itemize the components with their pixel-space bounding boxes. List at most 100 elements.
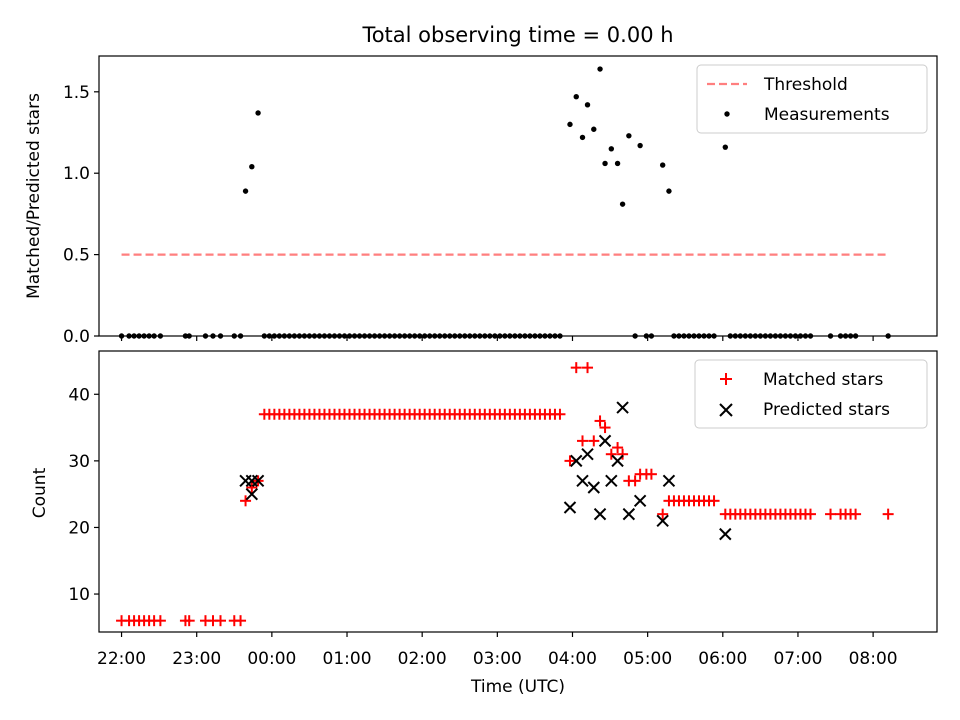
top-chart-title: Total observing time = 0.00 h (361, 23, 673, 47)
measurement-point (579, 134, 586, 141)
predicted-star-point (563, 501, 577, 514)
measurement-point (602, 160, 608, 167)
legend-threshold-label: Threshold (763, 75, 848, 95)
matched-star-point (645, 468, 657, 480)
matched-star-point (594, 415, 606, 427)
legend-matched-label: Matched stars (763, 370, 883, 390)
predicted-star-point (656, 514, 669, 528)
legend-matched-marker (720, 373, 732, 385)
top-plot-area (118, 66, 891, 339)
matched-star-point (708, 495, 720, 507)
top-axes-frame (98, 55, 938, 337)
x-tick-label: 03:00 (473, 649, 522, 669)
matched-star-point (570, 362, 582, 374)
x-tick-label: 08:00 (849, 649, 898, 669)
matched-star-point (577, 435, 589, 447)
bottom-plot-area (116, 362, 894, 627)
bottom-y-tick-label: 10 (68, 585, 90, 605)
x-tick-label: 06:00 (698, 649, 747, 669)
top-y-tick-label: 1.5 (63, 83, 90, 103)
matched-star-point (629, 475, 641, 487)
measurement-point (567, 121, 573, 128)
predicted-star-point (633, 494, 647, 508)
matched-star-point (882, 508, 894, 520)
measurement-point (666, 188, 672, 194)
x-tick-label: 23:00 (172, 649, 221, 669)
predicted-star-point (719, 527, 732, 541)
predicted-star-point (245, 487, 259, 501)
x-tick-label: 04:00 (548, 649, 597, 669)
matched-star-point (235, 615, 247, 627)
measurement-point (619, 201, 626, 207)
bottom-legend: Matched stars Predicted stars (694, 359, 928, 429)
measurement-point (614, 160, 621, 167)
predicted-star-point (593, 507, 607, 521)
predicted-star-point (587, 481, 600, 494)
measurement-point (249, 163, 255, 170)
matched-star-point (240, 495, 252, 507)
x-tick-label: 00:00 (247, 649, 296, 669)
measurement-point (573, 93, 579, 100)
matched-star-point (246, 482, 258, 494)
matched-star-point (612, 442, 624, 454)
bottom-y-tick-label: 30 (68, 452, 90, 472)
matched-star-point (605, 448, 617, 460)
matched-star-point (215, 615, 227, 627)
measurement-point (722, 144, 729, 150)
matched-star-point (617, 448, 629, 460)
legend-measurements-marker (724, 111, 730, 117)
measurement-point (591, 126, 597, 132)
predicted-star-point (576, 474, 589, 488)
measurement-point (584, 102, 591, 108)
bottom-y-axis-label: Count (30, 467, 50, 518)
top-y-axis-label: Matched/Predicted stars (24, 93, 44, 299)
top-legend: Threshold Measurements (696, 64, 928, 134)
x-tick-label: 07:00 (773, 649, 822, 669)
matched-star-point (588, 435, 600, 447)
matched-star-point (183, 615, 195, 627)
bottom-y-tick-label: 20 (68, 518, 90, 538)
measurement-point (255, 110, 261, 116)
matched-star-point (657, 508, 669, 520)
x-tick-label: 02:00 (398, 649, 447, 669)
bottom-legend-box (694, 359, 928, 429)
predicted-star-point (598, 434, 612, 448)
x-tick-label: 01:00 (323, 649, 372, 669)
matched-star-point (850, 508, 862, 520)
predicted-star-point (616, 401, 629, 414)
top-axes: 0.0 0.5 1.0 1.5 (63, 83, 874, 347)
measurement-point (242, 188, 249, 194)
matched-star-point (554, 408, 566, 420)
predicted-star-point (622, 507, 636, 521)
matched-star-point (564, 455, 576, 467)
matched-star-point (154, 615, 166, 627)
predicted-star-point (570, 454, 583, 468)
legend-predicted-marker (719, 403, 733, 417)
measurement-point (608, 146, 615, 152)
bottom-axes: 10 20 30 40 22:00 23:00 00:00 01:00 02:00 03:00 04… (68, 385, 897, 669)
measurement-point (659, 162, 666, 168)
top-legend-box (696, 64, 928, 134)
matched-star-point (582, 362, 594, 374)
predicted-star-point (611, 454, 624, 468)
x-tick-label: 22:00 (97, 649, 146, 669)
predicted-star-point (251, 474, 265, 488)
predicted-star-point (605, 474, 618, 488)
legend-predicted-label: Predicted stars (763, 400, 890, 420)
matched-star-point (599, 422, 611, 434)
measurement-point (597, 66, 603, 72)
matched-star-point (825, 508, 837, 520)
bottom-y-tick-label: 40 (68, 385, 90, 405)
legend-measurements-label: Measurements (764, 105, 890, 125)
measurement-point (626, 133, 632, 139)
predicted-star-point (581, 448, 594, 461)
x-axis-label: Time (UTC) (470, 677, 565, 697)
bottom-axes-frame (98, 350, 938, 633)
matched-star-point (804, 508, 816, 520)
top-y-tick-label: 1.0 (63, 164, 90, 184)
measurement-point (637, 142, 643, 149)
top-y-tick-label: 0.5 (63, 246, 90, 266)
top-y-tick-label: 0.0 (63, 327, 90, 347)
predicted-star-point (662, 474, 676, 488)
